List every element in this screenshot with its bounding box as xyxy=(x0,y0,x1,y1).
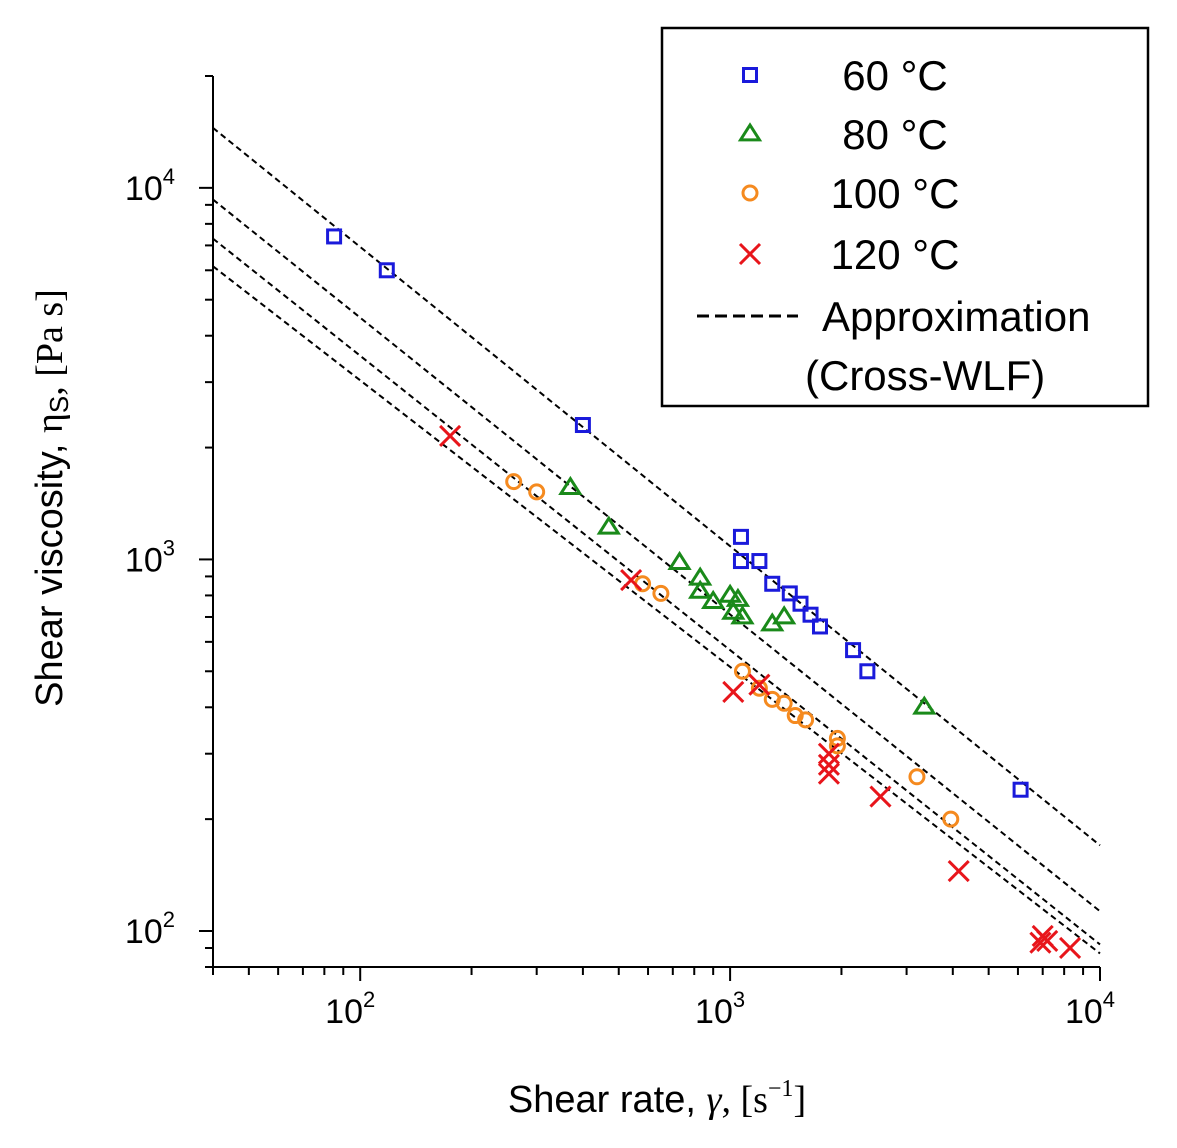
data-point xyxy=(1012,781,1029,798)
legend-marker xyxy=(737,122,763,142)
data-point xyxy=(764,575,781,592)
data-point xyxy=(775,694,793,712)
legend-entries: 60 °C 80 °C 100 °C 120 °C Approximation (Cros… xyxy=(697,52,1090,399)
y-axis-title-sub: S xyxy=(44,396,74,413)
y-tick-exp: 3 xyxy=(163,535,175,560)
data-point xyxy=(748,673,771,696)
tick-marks xyxy=(199,75,1101,981)
y-axis-title-symbol: η xyxy=(29,413,71,433)
x-axis-title-unit-open: , [s xyxy=(721,1079,767,1121)
x-axis-title-main: Shear rate, xyxy=(508,1079,707,1121)
approximation-line xyxy=(212,265,1101,955)
data-point xyxy=(733,662,751,680)
y-axis-title-main: Shear viscosity, xyxy=(29,433,71,707)
data-point xyxy=(912,695,937,715)
x-axis-title-unit-exp: −1 xyxy=(768,1076,794,1102)
legend-label: 60 °C xyxy=(842,52,948,99)
legend-marker xyxy=(741,184,759,202)
data-point xyxy=(721,600,746,620)
data-point xyxy=(792,595,809,612)
data-point xyxy=(817,762,840,785)
x-axis-title-unit-close: ] xyxy=(793,1079,806,1121)
data-point xyxy=(947,859,970,883)
x-tick-base: 10 xyxy=(1065,993,1103,1031)
legend-marker xyxy=(738,242,762,266)
data-point xyxy=(781,585,798,602)
data-point xyxy=(817,753,840,776)
data-point xyxy=(667,550,692,571)
approximation-line xyxy=(212,127,1101,847)
x-axis-title: Shear rate, γ, [s−1] xyxy=(508,1076,806,1121)
data-point xyxy=(845,642,862,659)
legend-label-cross-wlf: (Cross-WLF) xyxy=(805,352,1045,399)
data-point xyxy=(652,584,670,602)
legend-label: 80 °C xyxy=(842,111,948,158)
data-point xyxy=(1059,936,1082,960)
data-point xyxy=(869,785,892,808)
x-tick-exp: 2 xyxy=(363,987,375,1012)
data-point xyxy=(802,606,819,623)
x-axis-title-symbol: γ xyxy=(706,1079,722,1121)
data-point xyxy=(505,473,523,491)
y-axis-title-unit: , [Pa s] xyxy=(29,289,71,396)
y-axis-title: Shear viscosity, ηS, [Pa s] xyxy=(29,289,74,707)
x-tick-base: 10 xyxy=(695,993,733,1031)
y-tick-exp: 2 xyxy=(163,907,175,932)
y-tick-label: 104 xyxy=(125,164,175,208)
data-point xyxy=(725,587,751,607)
data-point xyxy=(1036,929,1059,953)
data-point xyxy=(732,553,749,570)
x-tick-label: 103 xyxy=(695,987,745,1031)
data-point xyxy=(942,810,960,828)
legend-label: 100 °C xyxy=(831,170,960,217)
data-point xyxy=(596,515,621,535)
data-point xyxy=(751,553,768,570)
data-point xyxy=(700,589,726,609)
legend-label: 120 °C xyxy=(831,231,960,278)
legend-marker xyxy=(742,67,758,83)
y-tick-exp: 4 xyxy=(163,164,175,189)
data-point xyxy=(732,528,749,545)
legend: 60 °C 80 °C 100 °C 120 °C Approximation (Cros… xyxy=(660,26,1150,408)
y-tick-base: 10 xyxy=(125,541,163,579)
legend-box xyxy=(660,26,1150,408)
y-tick-label: 102 xyxy=(125,907,175,951)
data-point xyxy=(771,605,797,625)
data-point xyxy=(439,424,462,447)
data-point xyxy=(574,417,591,434)
data-point xyxy=(620,568,643,592)
data-point xyxy=(750,679,768,697)
data-point xyxy=(378,262,395,279)
data-point xyxy=(786,707,804,725)
data-point xyxy=(326,228,343,245)
data-point xyxy=(811,618,828,635)
data-markers xyxy=(326,228,1082,960)
x-tick-exp: 3 xyxy=(733,987,745,1012)
data-point xyxy=(817,742,840,765)
y-tick-base: 10 xyxy=(125,170,163,208)
data-point xyxy=(1029,931,1052,954)
data-point xyxy=(828,737,846,755)
x-tick-label: 102 xyxy=(325,987,375,1031)
data-point xyxy=(528,483,546,501)
x-tick-label: 104 xyxy=(1065,987,1115,1031)
x-tick-base: 10 xyxy=(325,993,363,1031)
data-point xyxy=(558,475,583,496)
data-point xyxy=(722,680,745,703)
y-tick-label: 103 xyxy=(125,535,175,579)
data-point xyxy=(908,768,926,786)
y-tick-base: 10 xyxy=(125,913,163,951)
legend-label-approximation: Approximation xyxy=(822,293,1090,340)
x-tick-exp: 4 xyxy=(1103,987,1115,1012)
data-point xyxy=(797,711,815,729)
data-point xyxy=(730,605,755,625)
data-point xyxy=(687,579,713,599)
data-point xyxy=(859,663,876,680)
